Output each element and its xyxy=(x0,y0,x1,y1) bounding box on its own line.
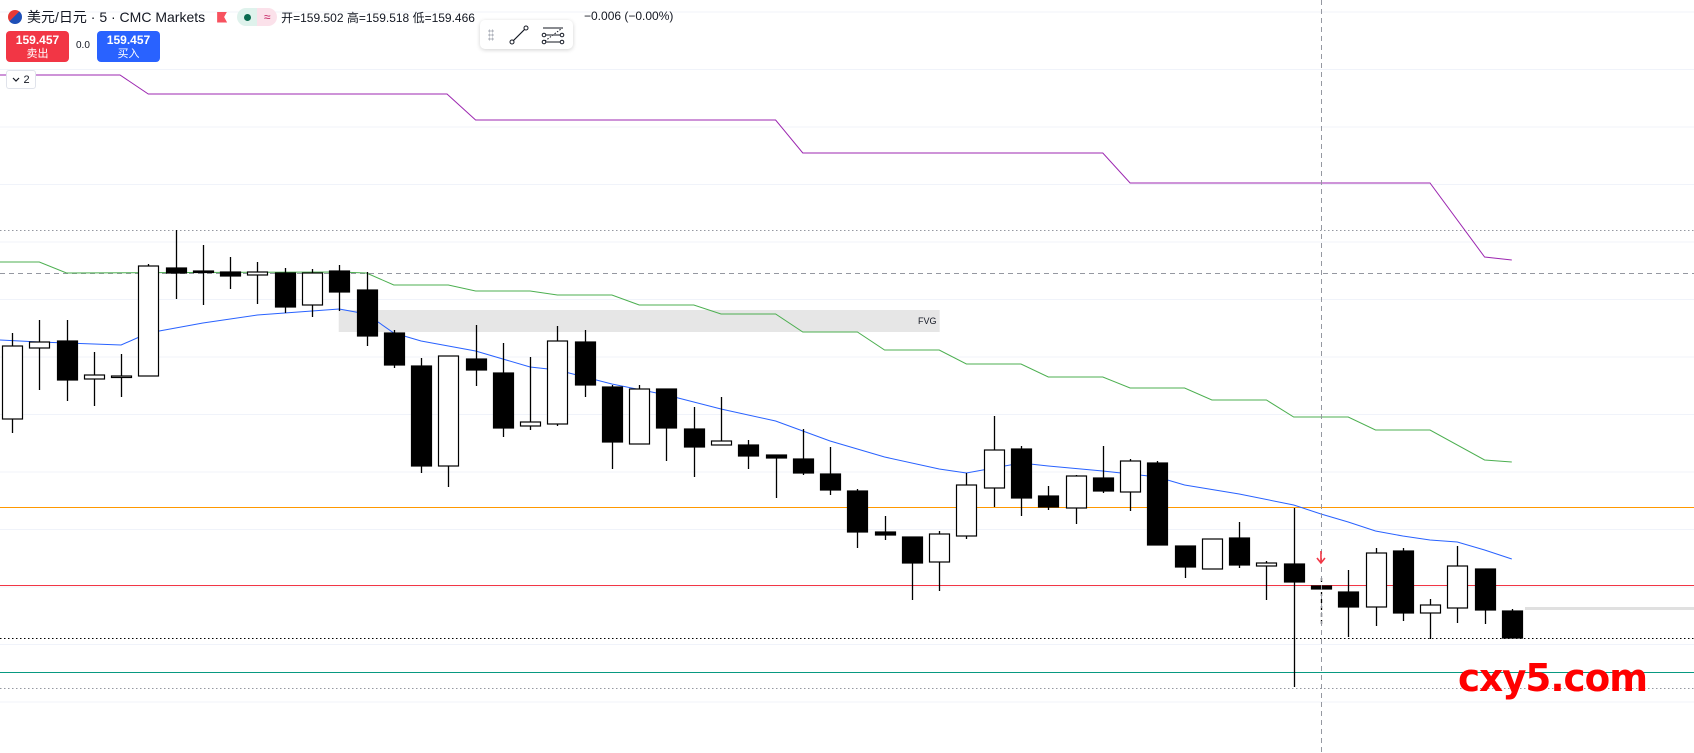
spread-value: 0.0 xyxy=(76,40,90,51)
bull-candle xyxy=(137,265,160,377)
symbol-title[interactable]: 美元/日元 · 5 · CMC Markets xyxy=(27,9,206,25)
bull-candle xyxy=(1119,460,1142,493)
indicator-line xyxy=(0,308,1512,560)
bull-candle xyxy=(1065,475,1088,509)
bull-candle xyxy=(301,272,324,306)
bear-candle xyxy=(1010,448,1033,499)
sell-price: 159.457 xyxy=(15,33,60,47)
indicator-count: 2 xyxy=(23,73,30,86)
bull-candle xyxy=(110,375,133,379)
bear-candle xyxy=(1283,563,1306,583)
fvg-box xyxy=(338,310,940,332)
bear-candle xyxy=(383,332,406,366)
grid-lines xyxy=(0,11,1694,703)
bull-candle xyxy=(955,484,978,537)
bear-candle xyxy=(846,490,869,533)
bear-candle xyxy=(901,536,924,564)
bull-candle xyxy=(1,345,24,420)
bear-candle xyxy=(601,386,624,443)
bull-candle xyxy=(546,340,569,425)
buy-button[interactable]: 159.457 买入 xyxy=(97,31,160,62)
buy-label: 买入 xyxy=(117,48,140,60)
bear-candle xyxy=(410,365,433,467)
bear-candle xyxy=(1092,477,1115,492)
indicator-line xyxy=(0,74,1512,261)
symbol-header: 美元/日元 · 5 · CMC Markets ≈ 开=159.502 高=15… xyxy=(8,7,475,27)
drawing-toolbar xyxy=(480,20,573,49)
trend-line-button[interactable] xyxy=(506,23,532,47)
bear-candle xyxy=(1228,537,1251,566)
bear-candle xyxy=(1174,545,1197,568)
bull-candle xyxy=(83,374,106,380)
bull-candle xyxy=(710,440,733,446)
watermark: cxy5.com xyxy=(1458,656,1648,700)
bull-candle xyxy=(1365,552,1388,608)
bull-candle xyxy=(1446,565,1469,609)
fib-retracement-icon xyxy=(541,27,565,44)
drag-handle-icon[interactable] xyxy=(488,28,494,41)
bull-candle xyxy=(628,388,651,445)
indicator-line xyxy=(0,261,1512,463)
bear-candle xyxy=(56,340,79,381)
bear-candle xyxy=(765,454,788,459)
delayed-data-icon: ≈ xyxy=(257,8,278,26)
bear-candle xyxy=(1146,462,1169,546)
chevron-down-icon xyxy=(13,77,20,82)
bear-candle xyxy=(683,428,706,448)
market-open-dot-icon xyxy=(237,8,258,26)
usd-jpy-flag-icon xyxy=(8,10,22,24)
indicators-collapse-button[interactable]: 2 xyxy=(6,70,36,89)
bull-candle xyxy=(28,341,51,349)
bear-candle xyxy=(655,388,678,429)
bear-candle xyxy=(792,458,815,474)
flag-icon[interactable] xyxy=(217,11,228,23)
sell-button[interactable]: 159.457 卖出 xyxy=(6,31,69,62)
bear-candle xyxy=(874,531,897,536)
bull-candle xyxy=(983,449,1006,489)
market-status[interactable]: ≈ xyxy=(237,8,278,26)
fib-retracement-button[interactable] xyxy=(540,23,566,47)
pending-zone xyxy=(1525,607,1694,610)
bear-candle xyxy=(165,267,188,274)
bull-candle xyxy=(1419,604,1442,614)
bear-candle xyxy=(1337,591,1360,608)
bear-candle xyxy=(356,289,379,337)
bear-candle xyxy=(274,272,297,308)
price-change: −0.006 (−0.00%) xyxy=(584,9,674,23)
fvg-label: FVG xyxy=(918,316,937,326)
bear-candle xyxy=(492,372,515,429)
bear-candle xyxy=(1474,568,1497,611)
bear-candle xyxy=(465,358,488,371)
bear-candle xyxy=(1037,495,1060,508)
bear-candle xyxy=(1501,610,1524,639)
bear-candle xyxy=(192,270,215,274)
bull-candle xyxy=(928,533,951,563)
bear-candle xyxy=(328,270,351,293)
bull-candle xyxy=(437,355,460,467)
crosshair xyxy=(1316,0,1326,753)
bear-candle xyxy=(737,444,760,457)
bear-candle xyxy=(219,271,242,277)
bull-candle xyxy=(1255,562,1278,567)
bull-candle xyxy=(1201,538,1224,570)
bull-candle xyxy=(246,271,269,276)
bear-candle xyxy=(819,473,842,491)
bear-candle xyxy=(574,341,597,386)
bull-candle xyxy=(519,421,542,427)
trend-line-icon xyxy=(509,25,529,44)
bear-candle xyxy=(1392,550,1415,614)
candles xyxy=(1,230,1524,687)
buy-price: 159.457 xyxy=(106,33,151,47)
ohlc-values: 开=159.502 高=159.518 低=159.466 xyxy=(281,10,475,25)
fvg-zone xyxy=(338,310,1694,610)
sell-label: 卖出 xyxy=(26,48,49,60)
sell-signal-arrow-icon xyxy=(1316,551,1326,565)
